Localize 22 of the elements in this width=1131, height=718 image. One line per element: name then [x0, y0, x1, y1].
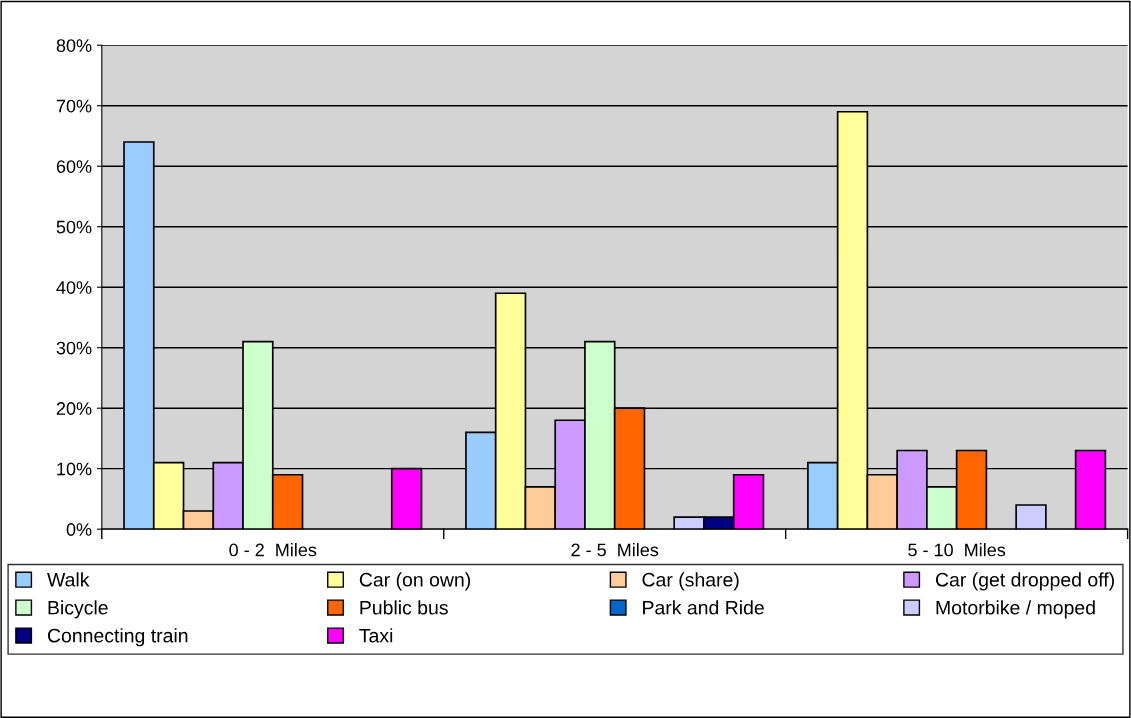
legend-label: Motorbike / moped [936, 600, 1095, 619]
x-tick-label: 2 - 5 Miles [571, 543, 659, 557]
legend-label: Public bus [360, 600, 448, 615]
y-tick-label: 50% [56, 220, 92, 234]
legend-label: Car (on own) [359, 572, 471, 591]
y-tick-label: 70% [56, 99, 92, 113]
y-tick-label: 60% [56, 160, 92, 173]
y-tick-label: 0% [66, 523, 92, 536]
legend-label: Park and Ride [643, 600, 764, 615]
y-tick-label: 30% [56, 341, 92, 355]
legend-label: Car (get dropped off) [935, 572, 1114, 591]
legend-label: Taxi [359, 628, 393, 643]
y-tick-label: 80% [56, 39, 92, 52]
y-tick-label: 20% [56, 402, 92, 415]
x-tick-label: 5 - 10 Miles [908, 543, 1006, 557]
y-tick-label: 40% [56, 281, 92, 294]
legend-label: Car (share) [642, 572, 739, 591]
legend-label: Connecting train [47, 628, 188, 647]
legend-label: Bicycle [48, 600, 108, 619]
x-tick-label: 0 - 2 Miles [229, 543, 317, 557]
y-tick-label: 10% [57, 462, 92, 476]
legend-label: Walk [47, 572, 90, 587]
